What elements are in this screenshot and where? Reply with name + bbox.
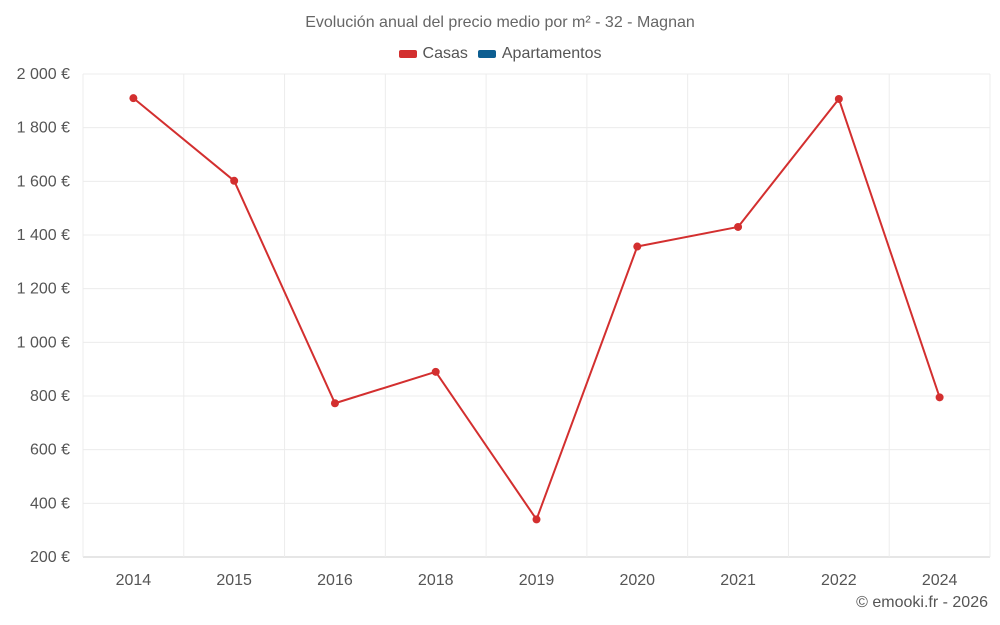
- y-tick-label: 1 400 €: [17, 227, 70, 244]
- data-point-casas: [431, 367, 440, 376]
- legend-label-apartamentos: Apartamentos: [501, 45, 602, 62]
- data-point-casas: [129, 94, 138, 103]
- x-tick-label: 2015: [216, 572, 252, 589]
- x-tick-label: 2019: [519, 572, 555, 589]
- x-tick-label: 2016: [317, 572, 353, 589]
- legend-item-casas[interactable]: Casas: [398, 45, 468, 63]
- credit-text: © emooki.fr - 2026: [856, 594, 988, 611]
- x-tick-label: 2020: [619, 572, 655, 589]
- legend-swatch-apartamentos: [477, 50, 496, 58]
- y-tick-label: 400 €: [30, 495, 70, 512]
- data-point-casas: [734, 222, 743, 231]
- x-tick-label: 2021: [720, 572, 756, 589]
- data-point-casas: [532, 515, 541, 524]
- data-point-casas: [633, 242, 642, 251]
- y-tick-label: 1 200 €: [17, 281, 70, 298]
- y-tick-label: 1 600 €: [17, 173, 70, 190]
- y-tick-label: 2 000 €: [17, 66, 70, 83]
- series-line-casas: [132, 97, 941, 521]
- data-point-casas: [230, 176, 239, 185]
- y-tick-label: 1 000 €: [17, 334, 70, 351]
- chart-title: Evolución anual del precio medio por m² …: [305, 14, 695, 31]
- legend-item-apartamentos[interactable]: Apartamentos: [477, 45, 602, 63]
- data-point-casas: [330, 399, 339, 408]
- data-point-casas: [935, 393, 944, 402]
- x-tick-label: 2018: [418, 572, 454, 589]
- data-point-casas: [834, 94, 843, 103]
- y-tick-label: 1 800 €: [17, 120, 70, 137]
- x-tick-label: 2024: [922, 572, 958, 589]
- x-tick-label: 2022: [821, 572, 857, 589]
- y-tick-label: 200 €: [30, 549, 70, 566]
- legend-label-casas: Casas: [422, 45, 468, 62]
- legend-swatch-casas: [398, 50, 417, 58]
- y-tick-label: 600 €: [30, 442, 70, 459]
- y-tick-label: 800 €: [30, 388, 70, 405]
- legend: Casas Apartamentos: [0, 45, 1000, 63]
- x-tick-label: 2014: [116, 572, 152, 589]
